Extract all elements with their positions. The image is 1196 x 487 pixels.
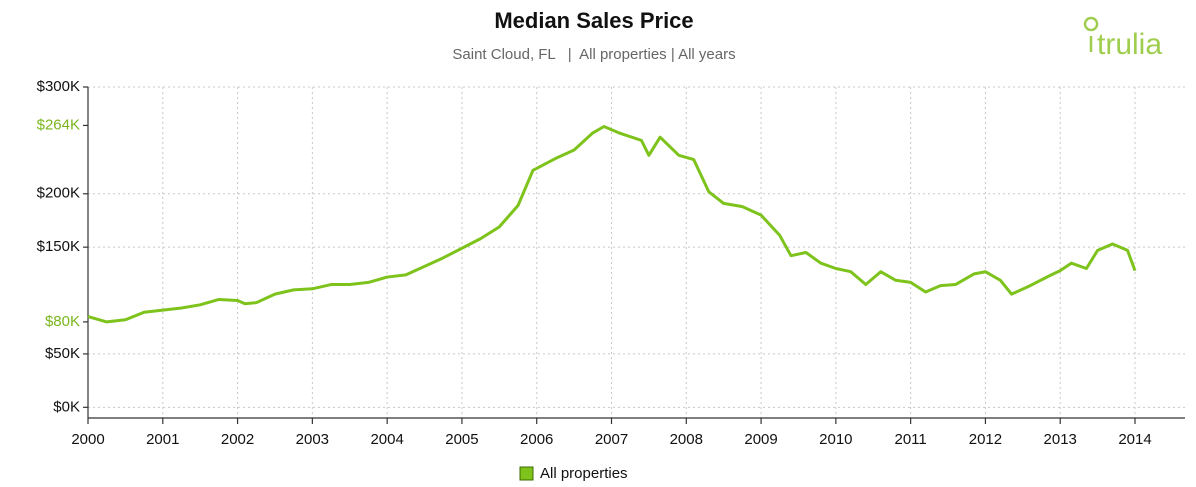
legend-label: All properties (540, 465, 628, 482)
y-tick-label: $150K (37, 238, 80, 255)
x-tick-label: 2013 (1044, 431, 1077, 448)
logo-pin (1083, 16, 1099, 52)
y-tick-label: $264K (37, 116, 80, 133)
x-tick-label: 2011 (895, 431, 927, 448)
y-tick-label: $200K (37, 185, 80, 202)
x-tick-label: 2006 (520, 431, 553, 448)
y-tick-label: $80K (45, 313, 80, 330)
chart-title: Median Sales Price (494, 8, 693, 33)
x-tick-label: 2002 (221, 431, 254, 448)
x-tick-label: 2001 (146, 431, 179, 448)
x-tick-label: 2008 (670, 431, 703, 448)
x-tick-label: 2010 (819, 431, 852, 448)
y-tick-label: $0K (53, 398, 80, 415)
y-tick-label: $50K (45, 345, 80, 362)
chart-subtitle: Saint Cloud, FL | All properties | All y… (452, 46, 735, 63)
x-tick-label: 2012 (969, 431, 1002, 448)
logo: trulia (1083, 16, 1162, 61)
logo-text: trulia (1097, 28, 1162, 61)
x-tick-label: 2004 (370, 431, 403, 448)
x-tick-label: 2000 (71, 431, 104, 448)
x-tick-label: 2014 (1118, 431, 1151, 448)
legend-swatch (519, 466, 534, 481)
x-tick-label: 2005 (445, 431, 478, 448)
x-tick-label: 2007 (595, 431, 628, 448)
x-tick-label: 2003 (296, 431, 329, 448)
line (87, 125, 1137, 324)
x-tick-label: 2009 (744, 431, 777, 448)
y-tick-label: $300K (37, 78, 80, 95)
